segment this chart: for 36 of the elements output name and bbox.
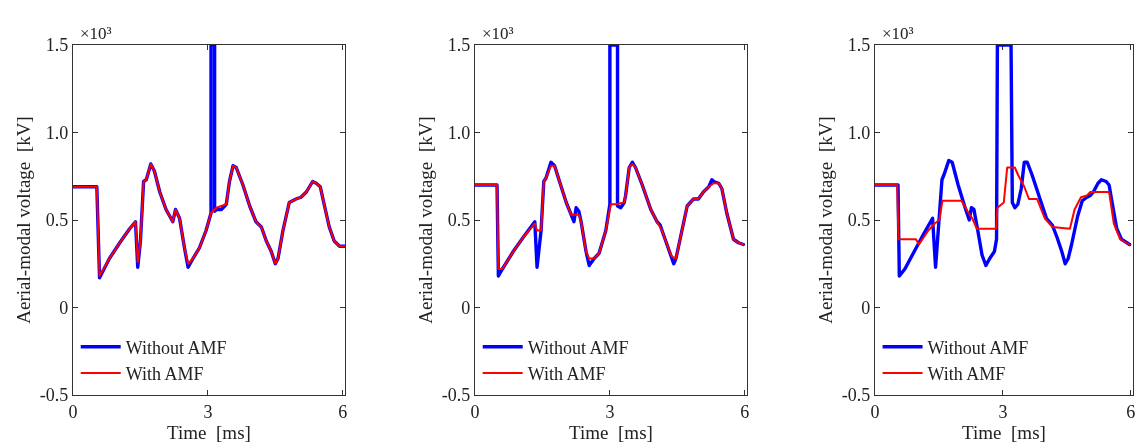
legend-label: Without AMF bbox=[927, 337, 1029, 358]
x-axis-title: Time [ms] bbox=[167, 421, 251, 443]
y-tick-label: 1.5 bbox=[847, 35, 871, 56]
y-tick-label: 1.0 bbox=[447, 122, 471, 143]
legend-label: With AMF bbox=[527, 364, 606, 385]
x-tick-label: 6 bbox=[1126, 401, 1136, 422]
x-tick-label: 3 bbox=[605, 401, 615, 422]
x-tick-label: 6 bbox=[338, 401, 348, 422]
y-tick-label: 0 bbox=[59, 297, 69, 318]
x-axis-title: Time [ms] bbox=[962, 421, 1046, 443]
text: ×10³ bbox=[80, 24, 112, 43]
y-tick-label: -0.5 bbox=[39, 385, 69, 406]
y-tick-label: 0 bbox=[461, 297, 471, 318]
y-tick-label: 0.5 bbox=[847, 210, 871, 231]
text: ×10³ bbox=[482, 24, 514, 43]
legend-label: Without AMF bbox=[125, 337, 227, 358]
y-tick-label: 0.5 bbox=[45, 210, 69, 231]
y-axis-title: Aerial-modal voltage [kV] bbox=[12, 116, 34, 324]
x-axis-title: Time [ms] bbox=[569, 421, 653, 443]
legend-label: Without AMF bbox=[527, 337, 629, 358]
legend-label: With AMF bbox=[125, 364, 204, 385]
y-axis-title: Aerial-modal voltage [kV] bbox=[414, 116, 436, 324]
x-tick-label: 6 bbox=[740, 401, 750, 422]
y-tick-label: -0.5 bbox=[841, 385, 871, 406]
y-tick-label: 1.5 bbox=[447, 35, 471, 56]
y-tick-label: 0.5 bbox=[447, 210, 471, 231]
y-axis-title: Aerial-modal voltage [kV] bbox=[814, 116, 836, 324]
legend-label: With AMF bbox=[927, 364, 1006, 385]
y-tick-label: 0 bbox=[861, 297, 871, 318]
x-tick-label: 3 bbox=[998, 401, 1008, 422]
text: ×10³ bbox=[882, 24, 914, 43]
y-tick-label: 1.5 bbox=[45, 35, 69, 56]
y-tick-label: 1.0 bbox=[847, 122, 871, 143]
y-tick-label: 1.0 bbox=[45, 122, 69, 143]
y-tick-label: -0.5 bbox=[441, 385, 471, 406]
x-tick-label: 3 bbox=[203, 401, 213, 422]
